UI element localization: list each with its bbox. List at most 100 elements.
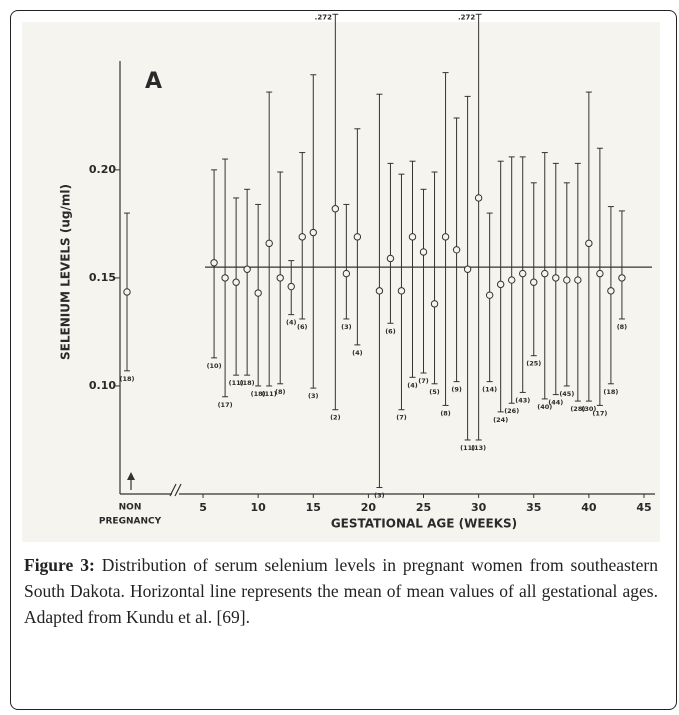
mean-point [574, 276, 582, 284]
mean-point [243, 265, 251, 273]
mean-point [496, 280, 505, 289]
y-tick-label: 0.10 [89, 379, 116, 392]
n-label: (11) [460, 444, 475, 452]
n-label: (10) [207, 362, 222, 370]
x-tick-label: 5 [199, 501, 207, 514]
n-label: (4) [352, 349, 362, 357]
mean-point [210, 259, 218, 267]
mean-point [408, 233, 417, 241]
mean-point [309, 228, 317, 237]
mean-point [563, 276, 571, 284]
n-label: (3) [308, 392, 318, 400]
caption: Figure 3: Distribution of serum selenium… [24, 552, 658, 630]
n-label: (28) [570, 405, 585, 413]
n-label: (8) [440, 409, 450, 417]
x-tick-label: 30 [471, 501, 487, 514]
mean-point [375, 287, 384, 295]
n-label: (18) [120, 375, 135, 383]
caption-text: Distribution of serum selenium levels in… [24, 555, 658, 627]
mean-point [485, 291, 494, 299]
n-label: (3) [341, 323, 351, 331]
mean-point [419, 248, 428, 256]
mean-point [254, 289, 262, 297]
n-label: (3) [374, 492, 384, 500]
n-label: (11) [262, 390, 277, 398]
mean-point [232, 278, 240, 286]
mean-point [430, 300, 439, 308]
y-axis-label: SELENIUM LEVELS (ug/ml) [59, 184, 73, 360]
reference-label: NON [119, 503, 142, 513]
n-label: (6) [297, 323, 307, 331]
mean-point [519, 269, 527, 278]
mean-point [353, 233, 362, 241]
n-label: (17) [592, 409, 607, 417]
caption-label: Figure 3: [24, 555, 95, 575]
panel-label: A [145, 69, 162, 94]
x-tick-label: 35 [526, 501, 541, 514]
y-tick-label: 0.20 [89, 163, 116, 176]
mean-point [452, 246, 461, 254]
n-label: (40) [537, 403, 552, 411]
mean-point [342, 269, 351, 278]
mean-point [585, 239, 593, 248]
x-axis-label: GESTATIONAL AGE (WEEKS) [331, 517, 517, 531]
mean-point [298, 233, 306, 241]
mean-point [276, 274, 284, 282]
mean-point [507, 276, 516, 284]
n-label: (13) [471, 444, 486, 452]
n-label: (11) [229, 379, 244, 387]
n-label: (43) [515, 396, 530, 404]
n-label: (14) [482, 386, 497, 394]
mean-point [618, 274, 626, 282]
x-tick-label: 15 [306, 501, 321, 514]
n-label: (18) [251, 390, 266, 398]
mean-point [331, 205, 340, 213]
reference-arrow-head [127, 472, 135, 480]
mean-point [552, 274, 560, 282]
n-label: (18) [240, 379, 255, 387]
n-label: (44) [548, 399, 563, 407]
n-label: (7) [396, 414, 406, 422]
upper-label: .272 [458, 13, 475, 21]
x-tick-label: 10 [251, 501, 267, 514]
n-label: (6) [385, 327, 395, 335]
x-tick-label: 40 [581, 501, 597, 514]
mean-point [474, 194, 483, 202]
mean-point [287, 282, 295, 291]
n-label: (17) [218, 401, 233, 409]
mean-point [541, 269, 549, 278]
n-label: (8) [275, 388, 285, 396]
n-label: (9) [451, 386, 461, 394]
n-label: (24) [493, 416, 508, 424]
y-tick-label: 0.15 [89, 271, 116, 284]
mean-point [265, 239, 273, 248]
n-label: (30) [581, 405, 596, 413]
mean-point [441, 233, 450, 241]
n-label: (18) [603, 388, 618, 396]
n-label: (7) [418, 377, 428, 385]
mean-point [397, 287, 406, 295]
x-tick-label: 25 [416, 501, 431, 514]
n-label: (5) [429, 388, 439, 396]
reference-label: PREGNANCY [99, 517, 162, 527]
upper-label: .272 [315, 13, 332, 21]
mean-point [463, 265, 472, 273]
mean-point [607, 287, 615, 295]
n-label: (25) [526, 360, 541, 368]
n-label: (4) [286, 319, 296, 327]
mean-point [221, 274, 229, 282]
x-tick-label: 20 [361, 501, 377, 514]
mean-point [530, 278, 538, 286]
mean-point [596, 269, 604, 278]
figure: A SELENIUM LEVELS (ug/ml) GESTATIONAL AG… [22, 13, 660, 542]
mean-point [386, 254, 395, 263]
scan-background [22, 22, 660, 542]
n-label: (45) [559, 390, 574, 398]
n-label: (8) [617, 323, 627, 331]
n-label: (26) [504, 407, 519, 415]
x-tick-label: 45 [636, 501, 651, 514]
mean-point [123, 288, 131, 296]
n-label: (2) [330, 414, 340, 422]
page-frame [10, 10, 677, 710]
n-label: (4) [407, 381, 417, 389]
